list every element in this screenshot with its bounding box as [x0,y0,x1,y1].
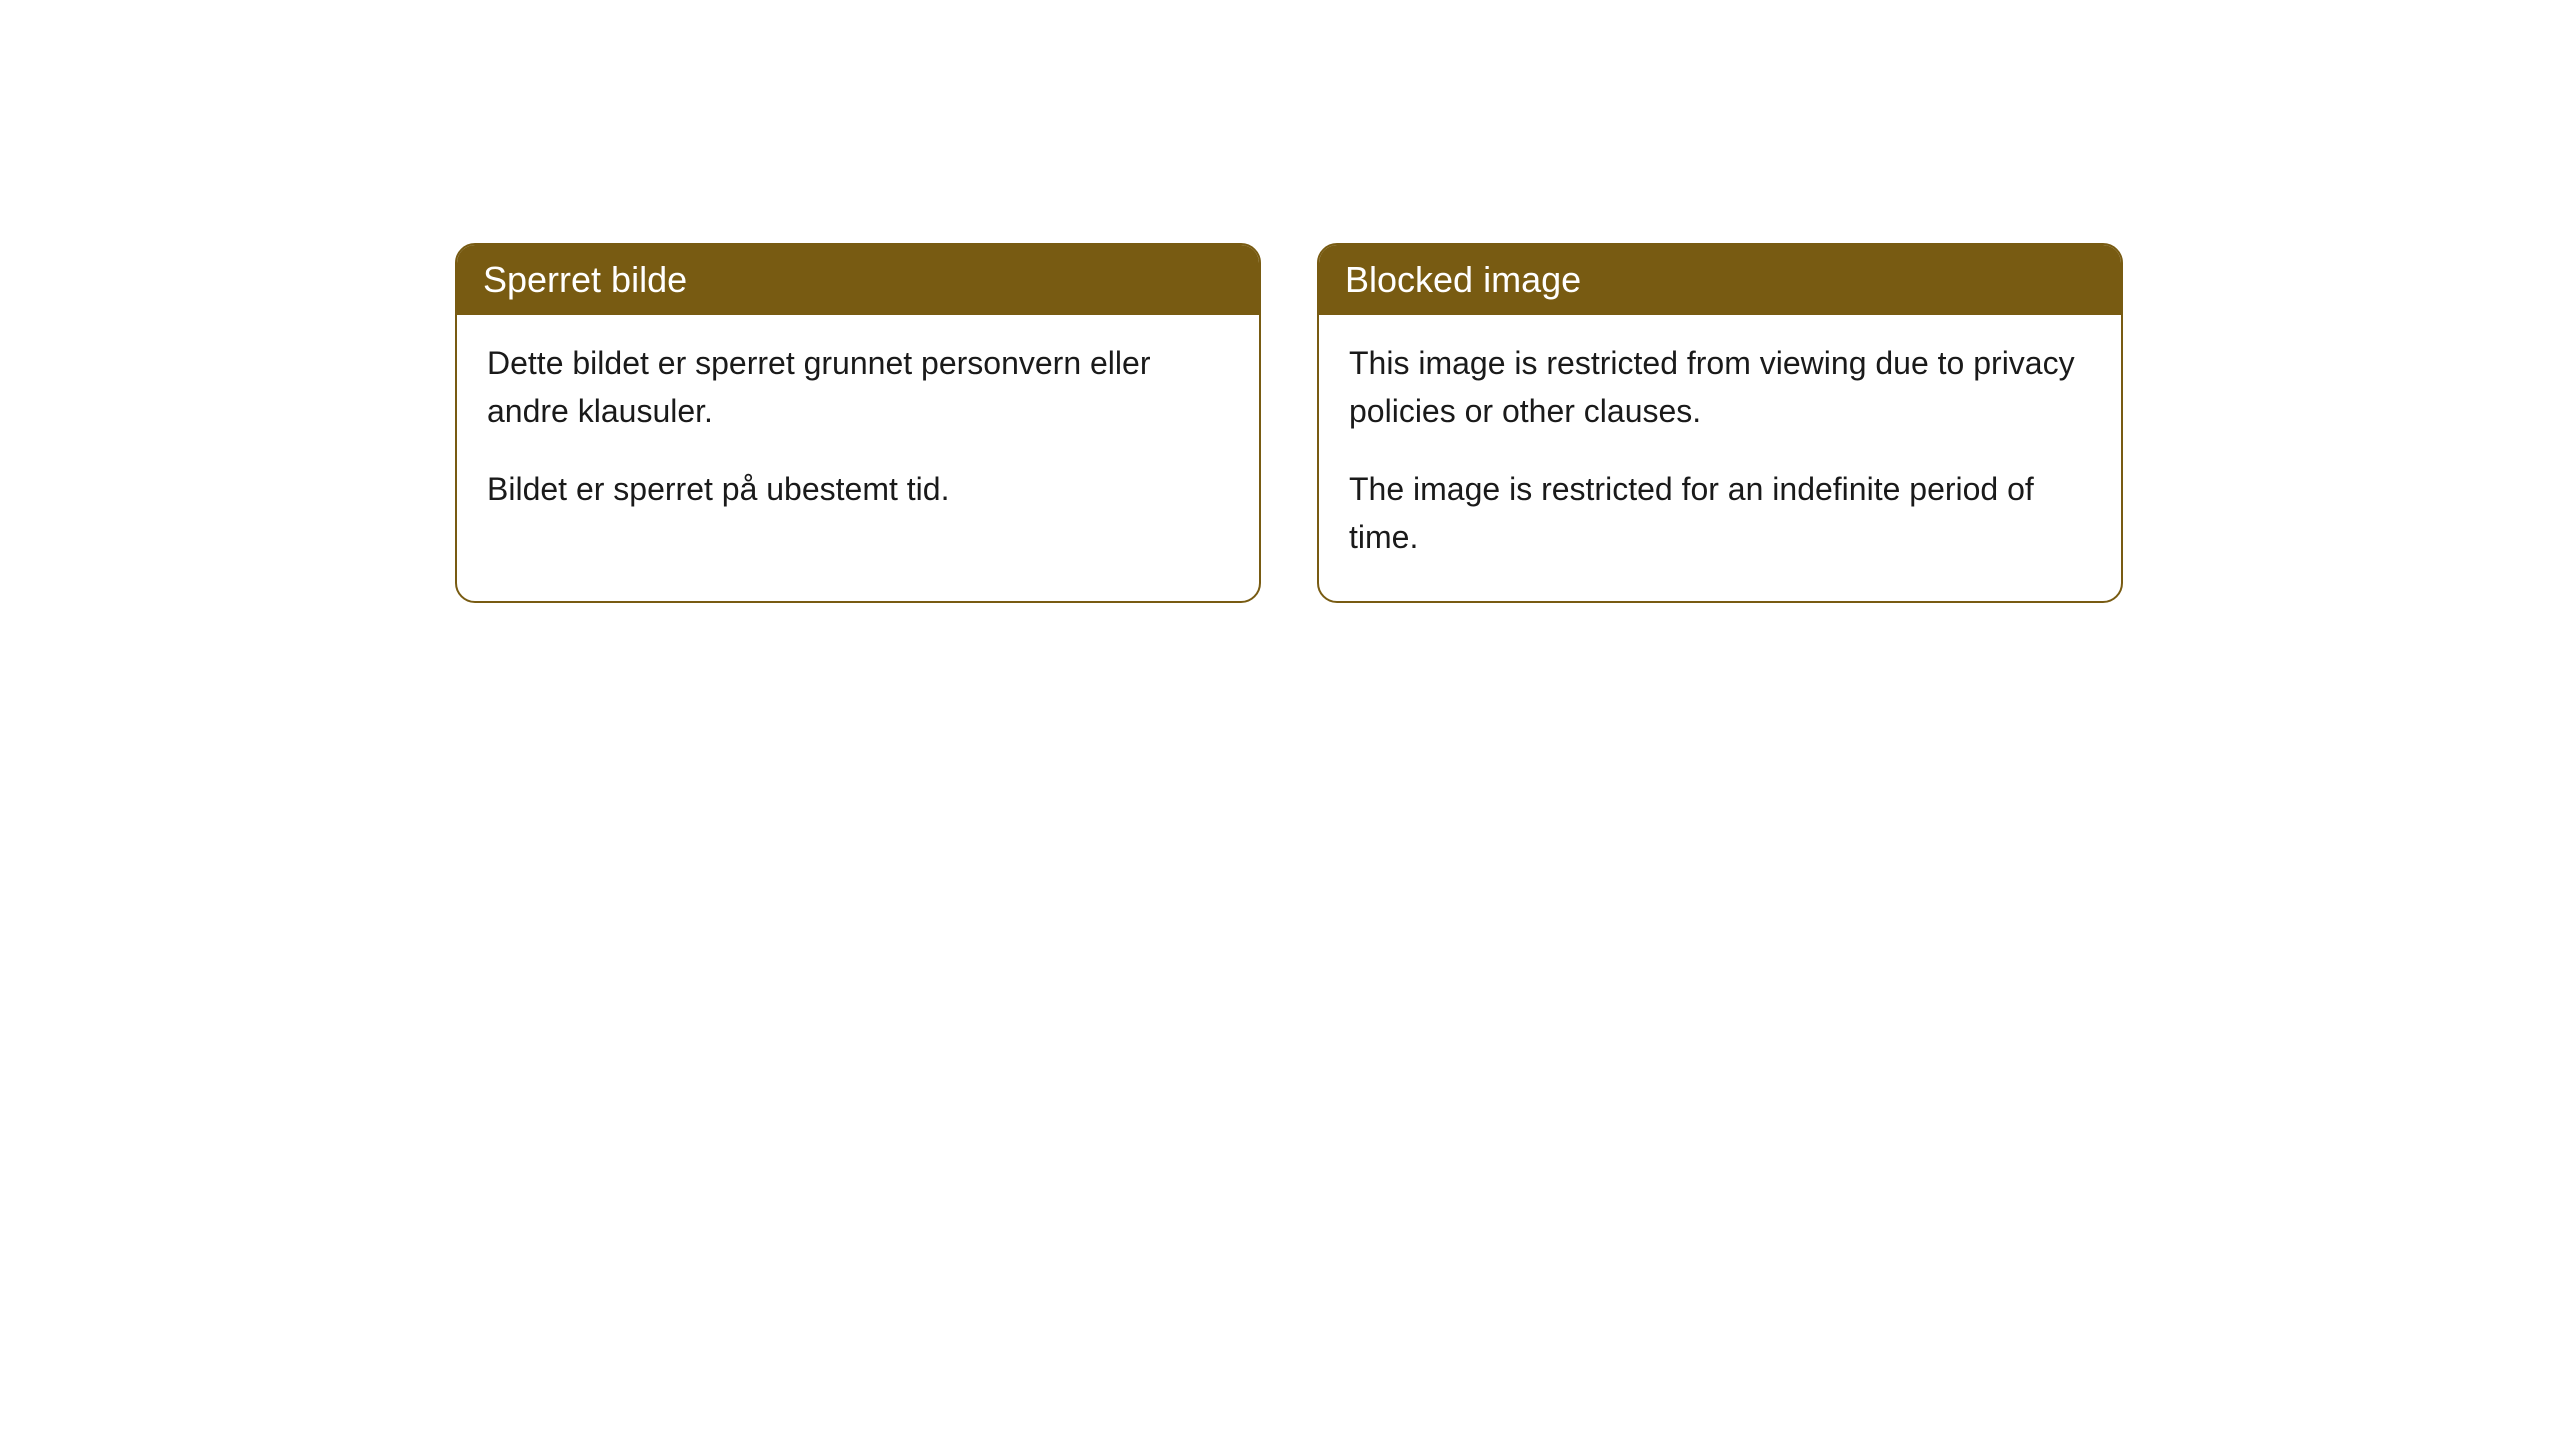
cards-container: Sperret bilde Dette bildet er sperret gr… [455,243,2123,603]
card-body-norwegian: Dette bildet er sperret grunnet personve… [457,315,1259,553]
card-paragraph-1: Dette bildet er sperret grunnet personve… [487,339,1229,435]
blocked-image-card-english: Blocked image This image is restricted f… [1317,243,2123,603]
blocked-image-card-norwegian: Sperret bilde Dette bildet er sperret gr… [455,243,1261,603]
card-header-norwegian: Sperret bilde [457,245,1259,315]
card-paragraph-1: This image is restricted from viewing du… [1349,339,2091,435]
card-body-english: This image is restricted from viewing du… [1319,315,2121,601]
card-header-english: Blocked image [1319,245,2121,315]
card-title: Sperret bilde [483,259,687,300]
card-paragraph-2: Bildet er sperret på ubestemt tid. [487,465,1229,513]
card-title: Blocked image [1345,259,1581,300]
card-paragraph-2: The image is restricted for an indefinit… [1349,465,2091,561]
